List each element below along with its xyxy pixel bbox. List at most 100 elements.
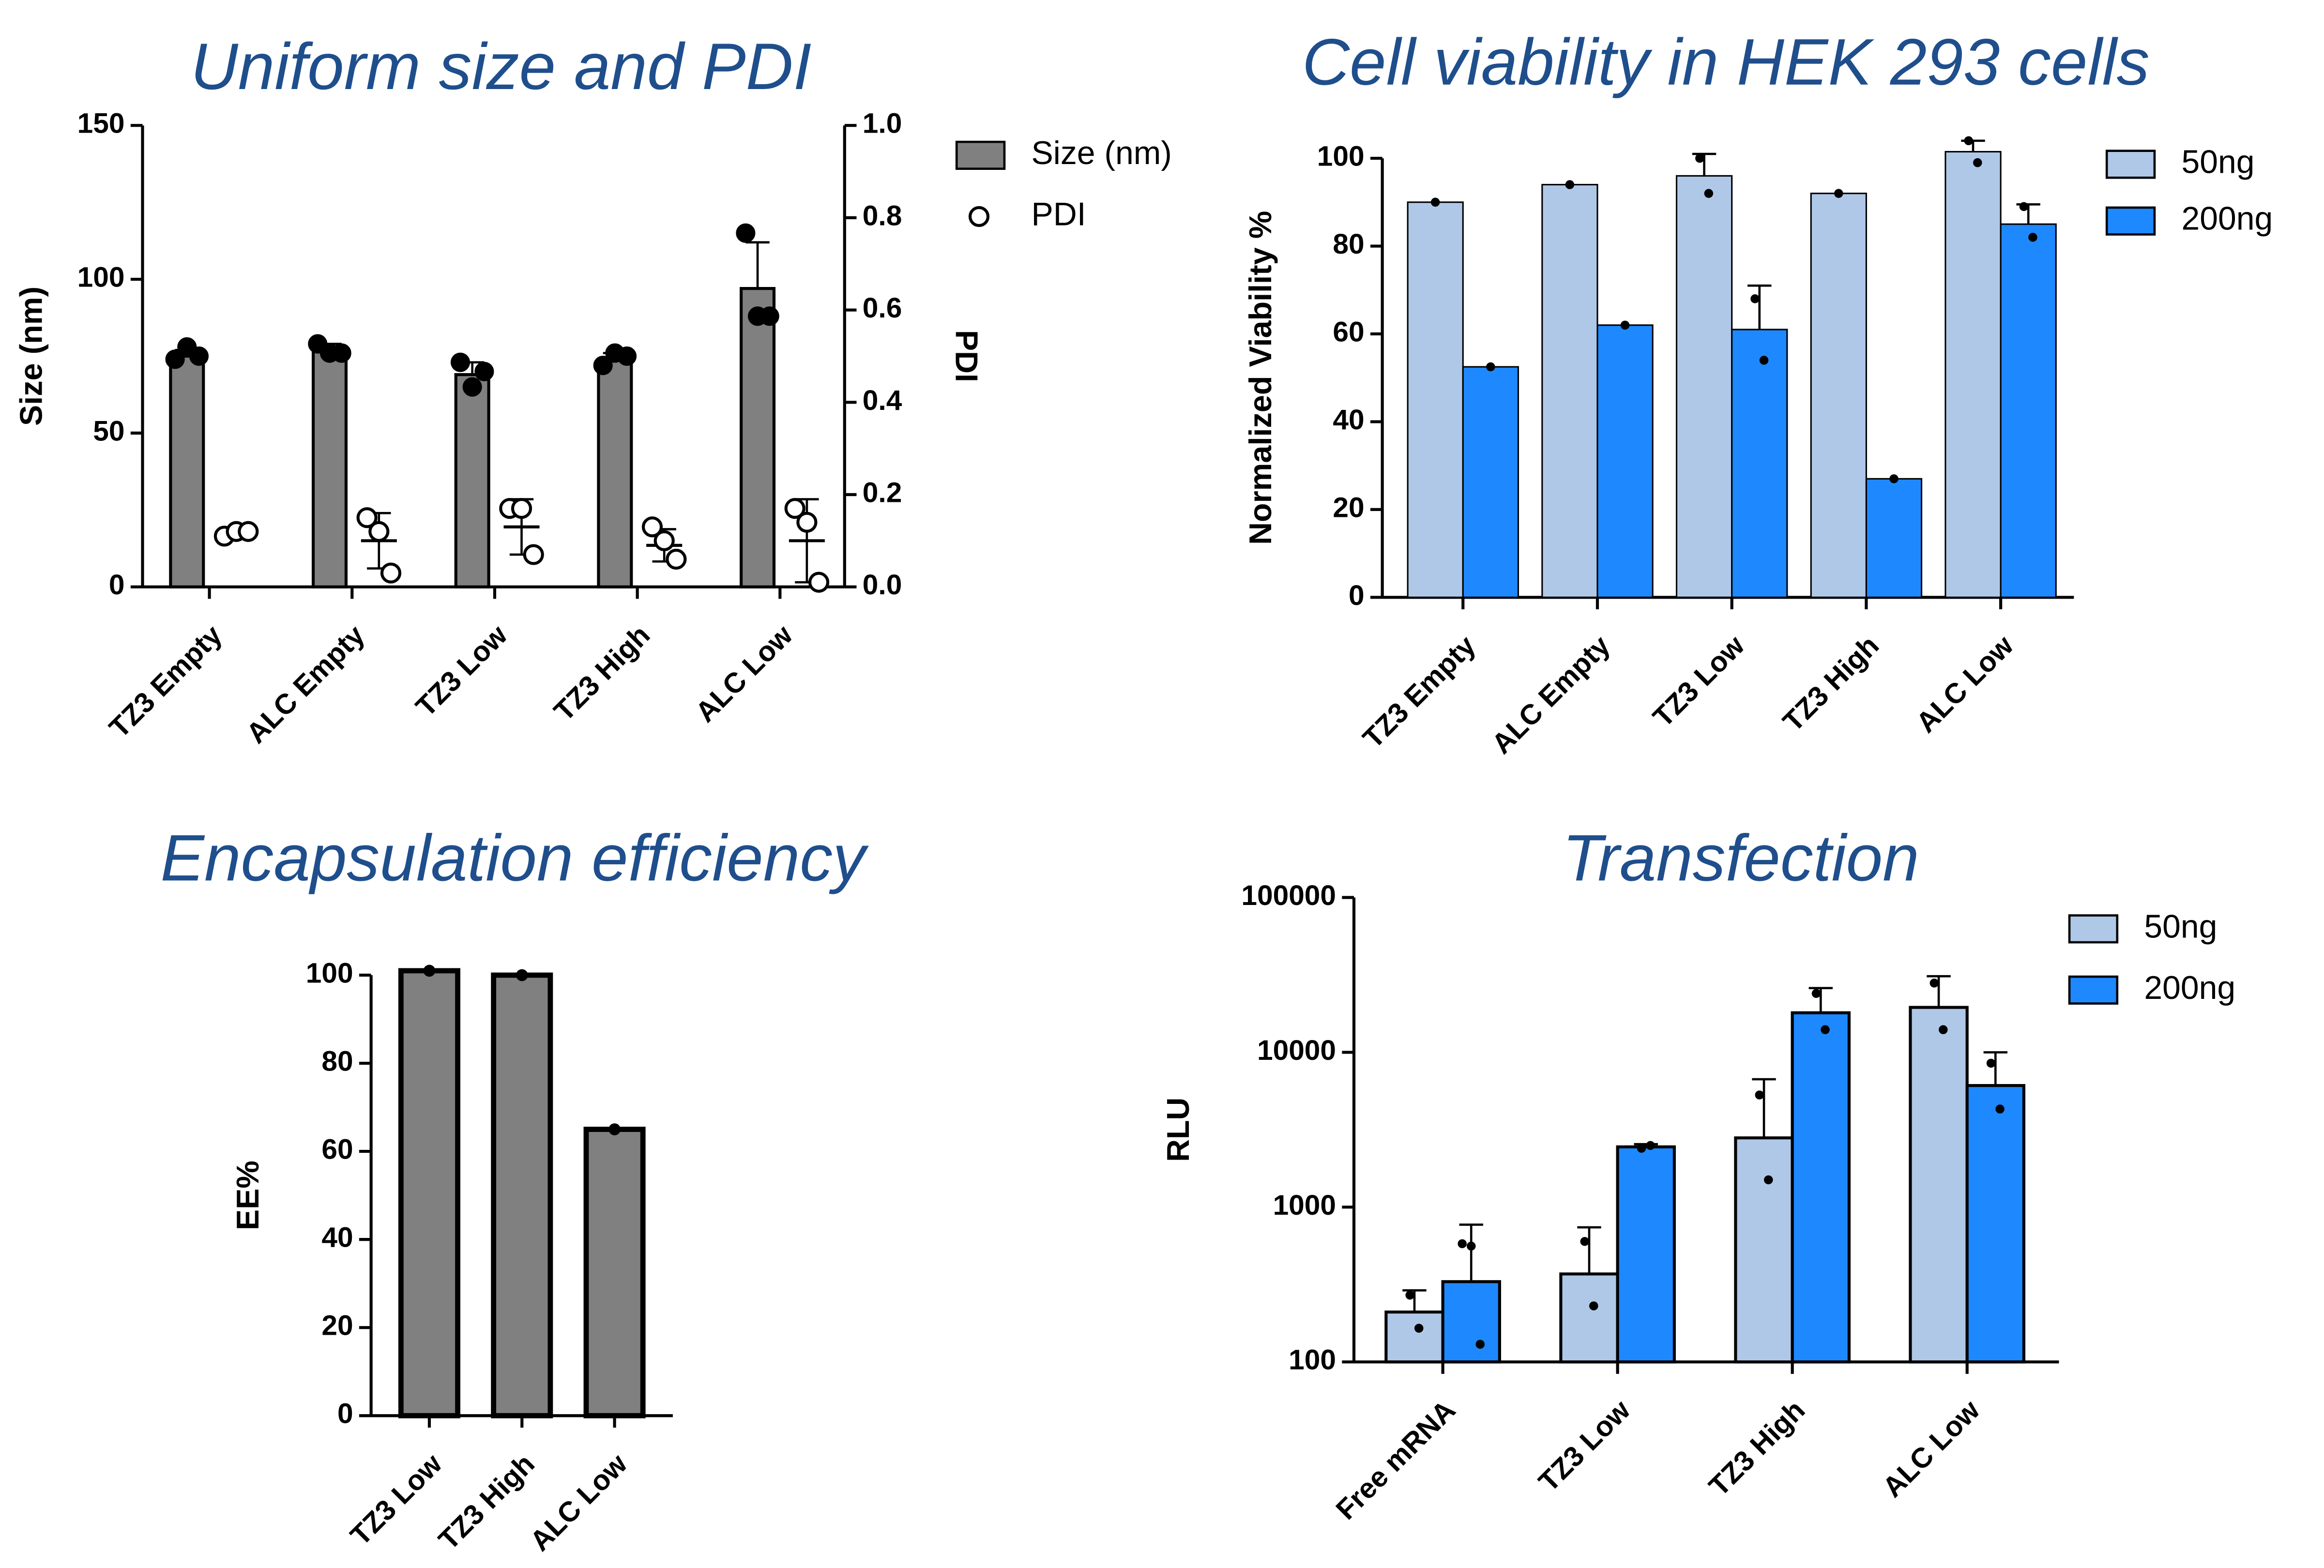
data-point bbox=[1821, 1025, 1830, 1034]
data-point bbox=[1458, 1239, 1467, 1249]
data-point bbox=[1964, 136, 1974, 146]
data-point bbox=[523, 544, 544, 565]
chart-title: Transfection bbox=[1563, 821, 1919, 894]
y-tick-label: 100 bbox=[306, 957, 353, 989]
data-point bbox=[1986, 1058, 1996, 1068]
legend-label: 50ng bbox=[2144, 908, 2217, 945]
x-tick-label: TZ3 Low bbox=[345, 1448, 448, 1552]
bar bbox=[1616, 1145, 1676, 1364]
y-tick-label: 100 bbox=[77, 262, 125, 293]
bar bbox=[583, 1127, 646, 1418]
legend-label: 200ng bbox=[2182, 201, 2273, 237]
legend-swatch bbox=[2068, 914, 2119, 944]
data-point bbox=[1466, 1241, 1476, 1251]
data-point bbox=[189, 346, 209, 366]
bar bbox=[1865, 478, 1923, 598]
bar bbox=[1541, 183, 1598, 598]
data-point bbox=[368, 521, 390, 542]
y-axis-label: RLU bbox=[1160, 1098, 1196, 1162]
bar bbox=[1944, 151, 2002, 598]
data-point bbox=[784, 498, 805, 519]
data-point bbox=[1995, 1104, 2005, 1114]
data-point bbox=[593, 355, 613, 376]
x-tick-label: TZ3 High bbox=[433, 1448, 541, 1556]
bar bbox=[1384, 1311, 1444, 1364]
legend-label: 50ng bbox=[2182, 144, 2255, 180]
legend-label: PDI bbox=[1031, 196, 1086, 232]
x-tick-label: TZ3 Low bbox=[410, 619, 514, 723]
bar bbox=[1791, 1011, 1851, 1364]
bar bbox=[1596, 324, 1654, 598]
data-point bbox=[2019, 202, 2029, 211]
data-point bbox=[1414, 1324, 1424, 1333]
y-tick-label: 150 bbox=[77, 108, 125, 139]
data-point bbox=[516, 969, 528, 981]
y-tick-label: 100 bbox=[1317, 141, 1365, 172]
y2-tick-label: 0.8 bbox=[863, 200, 902, 231]
data-point bbox=[474, 362, 494, 381]
data-point bbox=[165, 349, 185, 369]
bar bbox=[1407, 201, 1464, 598]
data-point bbox=[1637, 1144, 1646, 1153]
data-point bbox=[423, 965, 436, 977]
data-point bbox=[1486, 362, 1495, 372]
data-point bbox=[1889, 474, 1899, 483]
data-point bbox=[1646, 1141, 1655, 1150]
y2-tick-label: 0.4 bbox=[863, 385, 902, 416]
data-point bbox=[796, 512, 818, 533]
y-axis-label: Size (nm) bbox=[13, 286, 48, 426]
bar bbox=[1965, 1084, 2026, 1364]
data-point bbox=[653, 530, 675, 551]
y-axis-label: EE% bbox=[230, 1161, 265, 1230]
bar bbox=[1462, 366, 1519, 598]
data-point bbox=[641, 516, 663, 538]
y-tick-label: 20 bbox=[321, 1310, 353, 1342]
y-tick-label: 0 bbox=[109, 569, 125, 601]
data-point bbox=[1704, 189, 1714, 198]
data-point bbox=[511, 498, 532, 519]
bar bbox=[491, 972, 553, 1418]
y-tick-label: 40 bbox=[321, 1222, 353, 1253]
data-point bbox=[1430, 197, 1440, 207]
data-point bbox=[1620, 320, 1630, 330]
y-tick-label: 0 bbox=[1349, 580, 1365, 611]
legend-swatch bbox=[2105, 206, 2156, 236]
data-point bbox=[1475, 1340, 1485, 1349]
x-tick-label: TZ3 Empty bbox=[1357, 630, 1482, 754]
x-tick-label: TZ3 Low bbox=[1533, 1394, 1636, 1498]
legend-label: Size (nm) bbox=[1031, 135, 1171, 171]
legend-label: 200ng bbox=[2144, 970, 2235, 1006]
bar bbox=[1810, 193, 1867, 598]
bar bbox=[1441, 1280, 1501, 1364]
y2-tick-label: 0.2 bbox=[863, 477, 902, 508]
data-point bbox=[238, 521, 259, 542]
data-point bbox=[1750, 294, 1760, 303]
legend-swatch bbox=[955, 140, 1006, 170]
bar bbox=[1731, 329, 1788, 598]
data-point bbox=[617, 346, 637, 366]
y-tick-label: 0 bbox=[337, 1398, 353, 1430]
data-point bbox=[462, 377, 482, 397]
data-point bbox=[1755, 1090, 1764, 1100]
chart-title: Uniform size and PDI bbox=[191, 30, 812, 103]
data-point bbox=[332, 343, 351, 363]
x-tick-label: ALC Low bbox=[689, 619, 799, 728]
data-point bbox=[1565, 180, 1575, 189]
y-tick-label: 50 bbox=[93, 415, 124, 447]
data-point bbox=[1834, 189, 1843, 198]
data-point bbox=[1405, 1290, 1414, 1300]
x-tick-label: TZ3 Empty bbox=[103, 619, 228, 744]
x-tick-label: TZ3 High bbox=[1703, 1394, 1811, 1502]
legend-swatch bbox=[2105, 150, 2156, 179]
x-tick-label: TZ3 Low bbox=[1647, 630, 1750, 733]
y-tick-label: 100000 bbox=[1241, 880, 1336, 911]
y-tick-label: 40 bbox=[1333, 404, 1364, 436]
y2-tick-label: 0.0 bbox=[863, 569, 902, 601]
y-tick-label: 60 bbox=[1333, 316, 1364, 347]
data-point bbox=[1811, 989, 1821, 998]
data-point bbox=[1939, 1025, 1948, 1034]
bar bbox=[169, 354, 205, 588]
y-axis-label: Normalized Viability % bbox=[1243, 211, 1278, 545]
data-point bbox=[2028, 233, 2037, 242]
